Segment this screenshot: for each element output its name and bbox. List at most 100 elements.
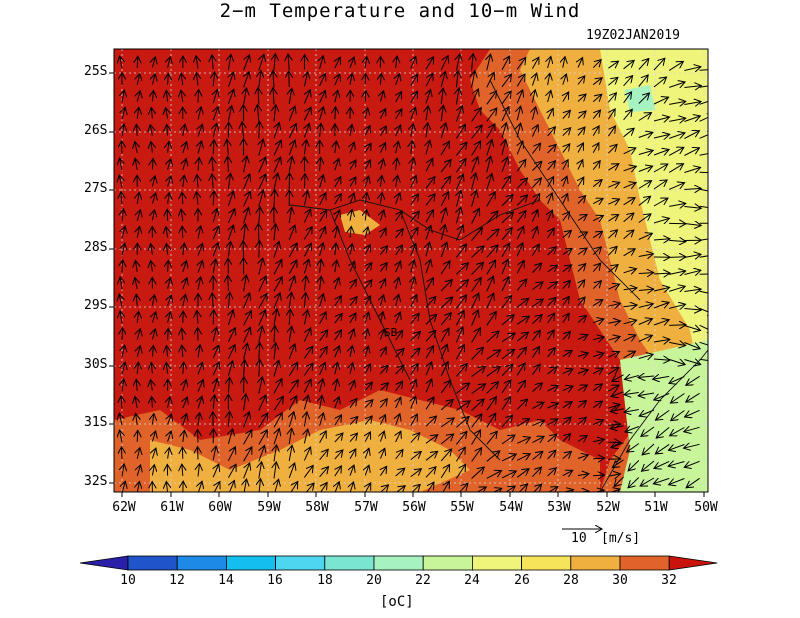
colorbar-tick: 32 [661,573,677,588]
y-tick-label: 31S [84,415,108,430]
wind-arrow [623,198,636,206]
wind-arrow [168,73,169,85]
wind-arrow [486,413,496,428]
wind-arrow [410,313,419,324]
wind-arrow [289,309,290,326]
wind-arrow [486,382,499,394]
wind-arrow [670,393,685,404]
wind-arrow [623,166,637,171]
wind-arrow [244,156,247,173]
wind-arrow [516,298,529,308]
wind-arrow [380,279,385,289]
wind-arrow [547,145,557,154]
axis-ticks [109,72,705,497]
wind-arrow [684,270,701,274]
wind-arrow [137,362,138,374]
wind-arrow [516,160,526,172]
wind-arrow [456,142,467,156]
wind-arrow [638,335,653,342]
wind-arrow [166,244,167,255]
y-tick-label: 27S [84,181,108,196]
wind-arrow [426,379,432,393]
wind-arrow [137,482,139,492]
wind-arrow [440,297,453,309]
wind-arrow [136,413,138,425]
wind-arrow [304,276,306,291]
wind-arrow [577,370,588,374]
wind-arrow [638,354,653,358]
wind-arrow [699,342,708,347]
wind-arrow [152,176,155,187]
wind-arrow [350,74,352,85]
wind-arrow [654,392,670,400]
wind-arrow [486,91,497,105]
wind-arrow [320,157,321,171]
wind-arrow [274,326,275,343]
wind-arrow [183,278,187,290]
wind-arrow [548,193,553,205]
wind-arrow [396,193,400,205]
y-tick-label: 25S [84,64,108,79]
wind-arrow [274,105,276,122]
wind-arrow [119,413,122,426]
wind-arrow [350,449,356,459]
wind-arrow [471,278,482,292]
wind-arrow [335,278,339,290]
wind-arrow [486,471,502,479]
wind-arrow [380,383,388,391]
wind-arrow [227,447,235,462]
wind-arrow [395,381,403,392]
wind-arrow [501,176,511,190]
wind-arrow [440,56,448,71]
wind-arrow [122,345,125,358]
wind-arrow [120,277,122,290]
wind-arrow [425,57,434,70]
wind-arrow [592,231,602,237]
wind-arrow [486,293,494,309]
wind-arrow [350,313,356,323]
wind-arrow [119,294,122,307]
wind-arrow [440,160,451,173]
wind-arrow [168,193,170,204]
wind-arrow [501,107,509,122]
wind-arrow [472,173,476,190]
wind-arrow [516,279,527,291]
wind-arrow [577,196,586,204]
wind-arrow [532,73,536,86]
wind-arrow [198,380,203,392]
colorbar-swatch [225,555,276,571]
wind-arrow [653,376,670,379]
wind-arrow [425,467,436,478]
wind-arrow [228,361,232,376]
cyan-spot [625,85,655,112]
colorbar-tick: 24 [464,573,480,588]
wind-arrow [335,141,337,154]
wind-arrow [259,71,261,88]
wind-arrow [425,314,437,325]
wind-arrow [335,330,342,341]
wind-arrow [516,74,525,87]
wind-arrow [623,335,636,341]
x-tick-label: 52W [596,500,620,515]
wind-arrow [274,343,276,360]
wind-arrow [365,296,370,306]
wind-arrow [684,326,700,331]
wind-arrow [380,91,383,102]
wind-arrow [320,107,324,120]
wind-arrow [653,320,669,325]
wind-arrow [563,194,568,204]
colorbar-swatch [176,555,227,571]
wind-arrow [486,260,496,275]
wind-arrow [699,114,708,122]
colorbar-tick: 10 [120,573,136,588]
wind-arrow [456,383,469,394]
wind-arrow [259,479,261,492]
wind-arrow [456,88,459,105]
wind-arrow [578,58,583,68]
wind-arrow [516,380,525,393]
wind-arrow [303,447,310,461]
wind-arrow [440,400,453,411]
wind-arrow [335,415,342,426]
wind-arrow [198,90,199,103]
wind-arrow [532,90,535,103]
